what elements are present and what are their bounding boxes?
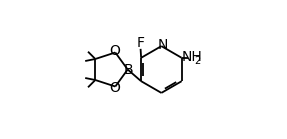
- Text: B: B: [124, 63, 133, 76]
- Text: N: N: [158, 38, 168, 52]
- Text: O: O: [109, 81, 120, 95]
- Text: 2: 2: [195, 56, 201, 66]
- Text: NH: NH: [182, 50, 202, 64]
- Text: O: O: [109, 44, 120, 58]
- Text: F: F: [136, 36, 144, 50]
